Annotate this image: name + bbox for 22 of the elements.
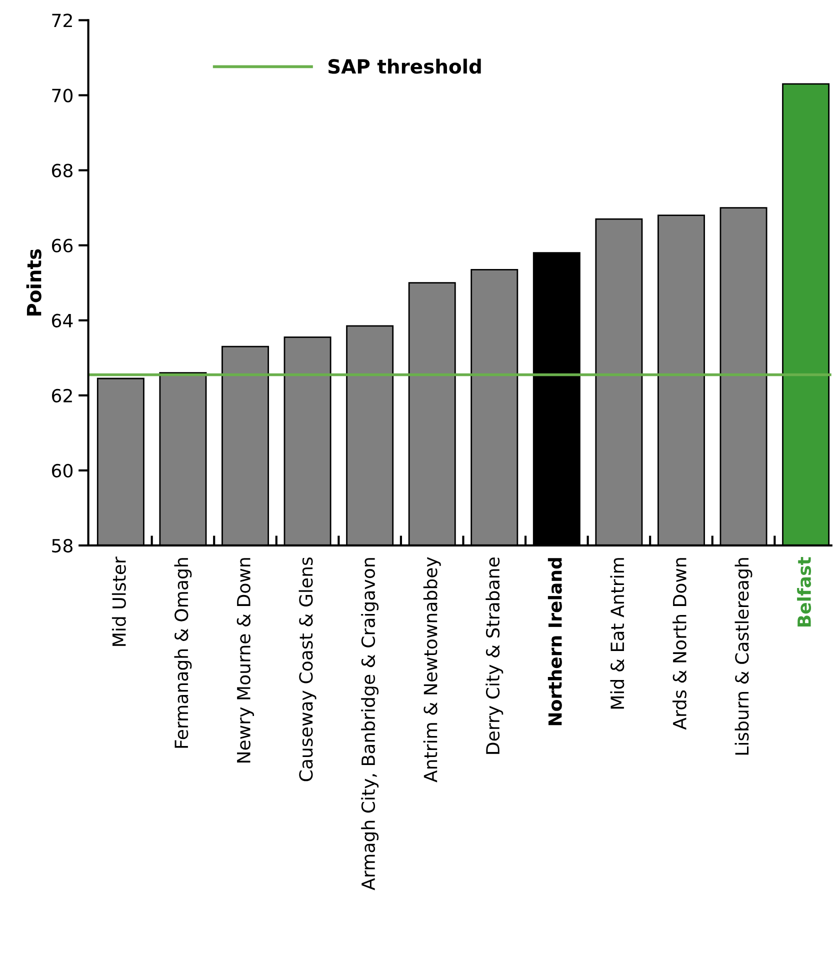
x-tick-label: Mid & Eat Antrim <box>610 558 624 709</box>
x-tick-label: Newry Mourne & Down <box>236 558 254 762</box>
x-tick-label: Antrim & Newtownabbey <box>423 557 441 782</box>
x-tick-label: Fermanagh & Omagh <box>174 558 192 748</box>
x-tick-label: Belfast <box>797 556 812 627</box>
y-tick-label: 58 <box>52 538 72 553</box>
y-axis-title: Points <box>26 249 42 316</box>
x-tick-label: Lisburn & Castlereagh <box>734 558 752 755</box>
x-tick-label: Northern Ireland <box>548 558 562 726</box>
y-tick-label: 70 <box>52 88 73 102</box>
legend-label: SAP threshold <box>328 58 481 74</box>
y-tick-label: 64 <box>52 314 73 328</box>
x-tick-label: Derry City & Strabane <box>486 558 504 754</box>
y-tick-label: 72 <box>52 14 72 28</box>
x-tick-label: Causeway Coast & Glens <box>298 557 316 782</box>
y-tick-label: 62 <box>52 388 72 402</box>
y-tick-label: 60 <box>52 464 73 478</box>
y-tick-label: 68 <box>52 164 72 178</box>
x-tick-label: Ards & North Down <box>672 558 686 730</box>
x-tick-label: Armagh City, Banbridge & Craigavon <box>361 558 379 890</box>
x-tick-label: Mid Ulster <box>112 556 126 646</box>
y-tick-label: 66 <box>52 238 73 252</box>
